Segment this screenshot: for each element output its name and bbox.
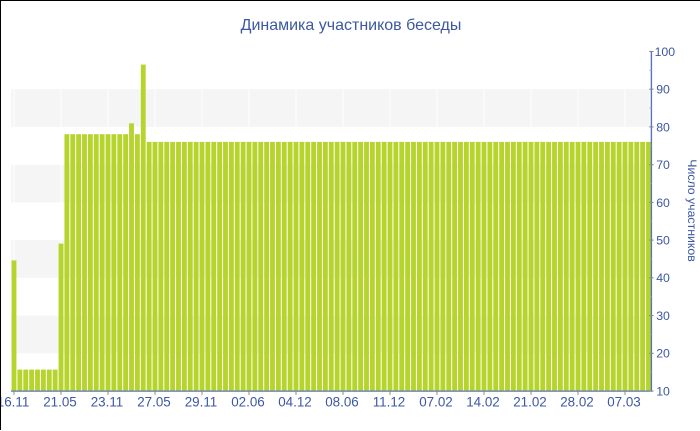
svg-text:08.06: 08.06 bbox=[325, 394, 359, 409]
svg-text:28.02: 28.02 bbox=[560, 394, 594, 409]
svg-text:30: 30 bbox=[656, 309, 670, 323]
svg-text:21.02: 21.02 bbox=[513, 394, 547, 409]
svg-text:Число участников: Число участников bbox=[685, 159, 699, 262]
svg-text:27.05: 27.05 bbox=[137, 394, 171, 409]
svg-text:29.11: 29.11 bbox=[185, 394, 218, 409]
svg-text:60: 60 bbox=[656, 196, 670, 210]
svg-text:04.12: 04.12 bbox=[278, 394, 312, 409]
svg-text:23.11: 23.11 bbox=[91, 394, 124, 409]
svg-text:50: 50 bbox=[656, 234, 670, 248]
svg-text:Динамика участников беседы: Динамика участников беседы bbox=[241, 17, 462, 34]
svg-text:100: 100 bbox=[655, 45, 676, 59]
svg-text:11.12: 11.12 bbox=[373, 394, 406, 409]
svg-text:07.02: 07.02 bbox=[419, 394, 453, 409]
svg-text:02.06: 02.06 bbox=[231, 394, 265, 409]
svg-text:20: 20 bbox=[656, 347, 670, 361]
svg-text:07.03: 07.03 bbox=[607, 394, 641, 409]
svg-text:70: 70 bbox=[656, 158, 670, 172]
svg-text:10: 10 bbox=[656, 384, 670, 398]
svg-text:16.11: 16.11 bbox=[1, 394, 29, 409]
svg-text:90: 90 bbox=[656, 83, 670, 97]
svg-text:14.02: 14.02 bbox=[466, 394, 500, 409]
svg-text:80: 80 bbox=[656, 120, 670, 134]
svg-text:40: 40 bbox=[656, 271, 670, 285]
svg-text:21.05: 21.05 bbox=[43, 394, 77, 409]
